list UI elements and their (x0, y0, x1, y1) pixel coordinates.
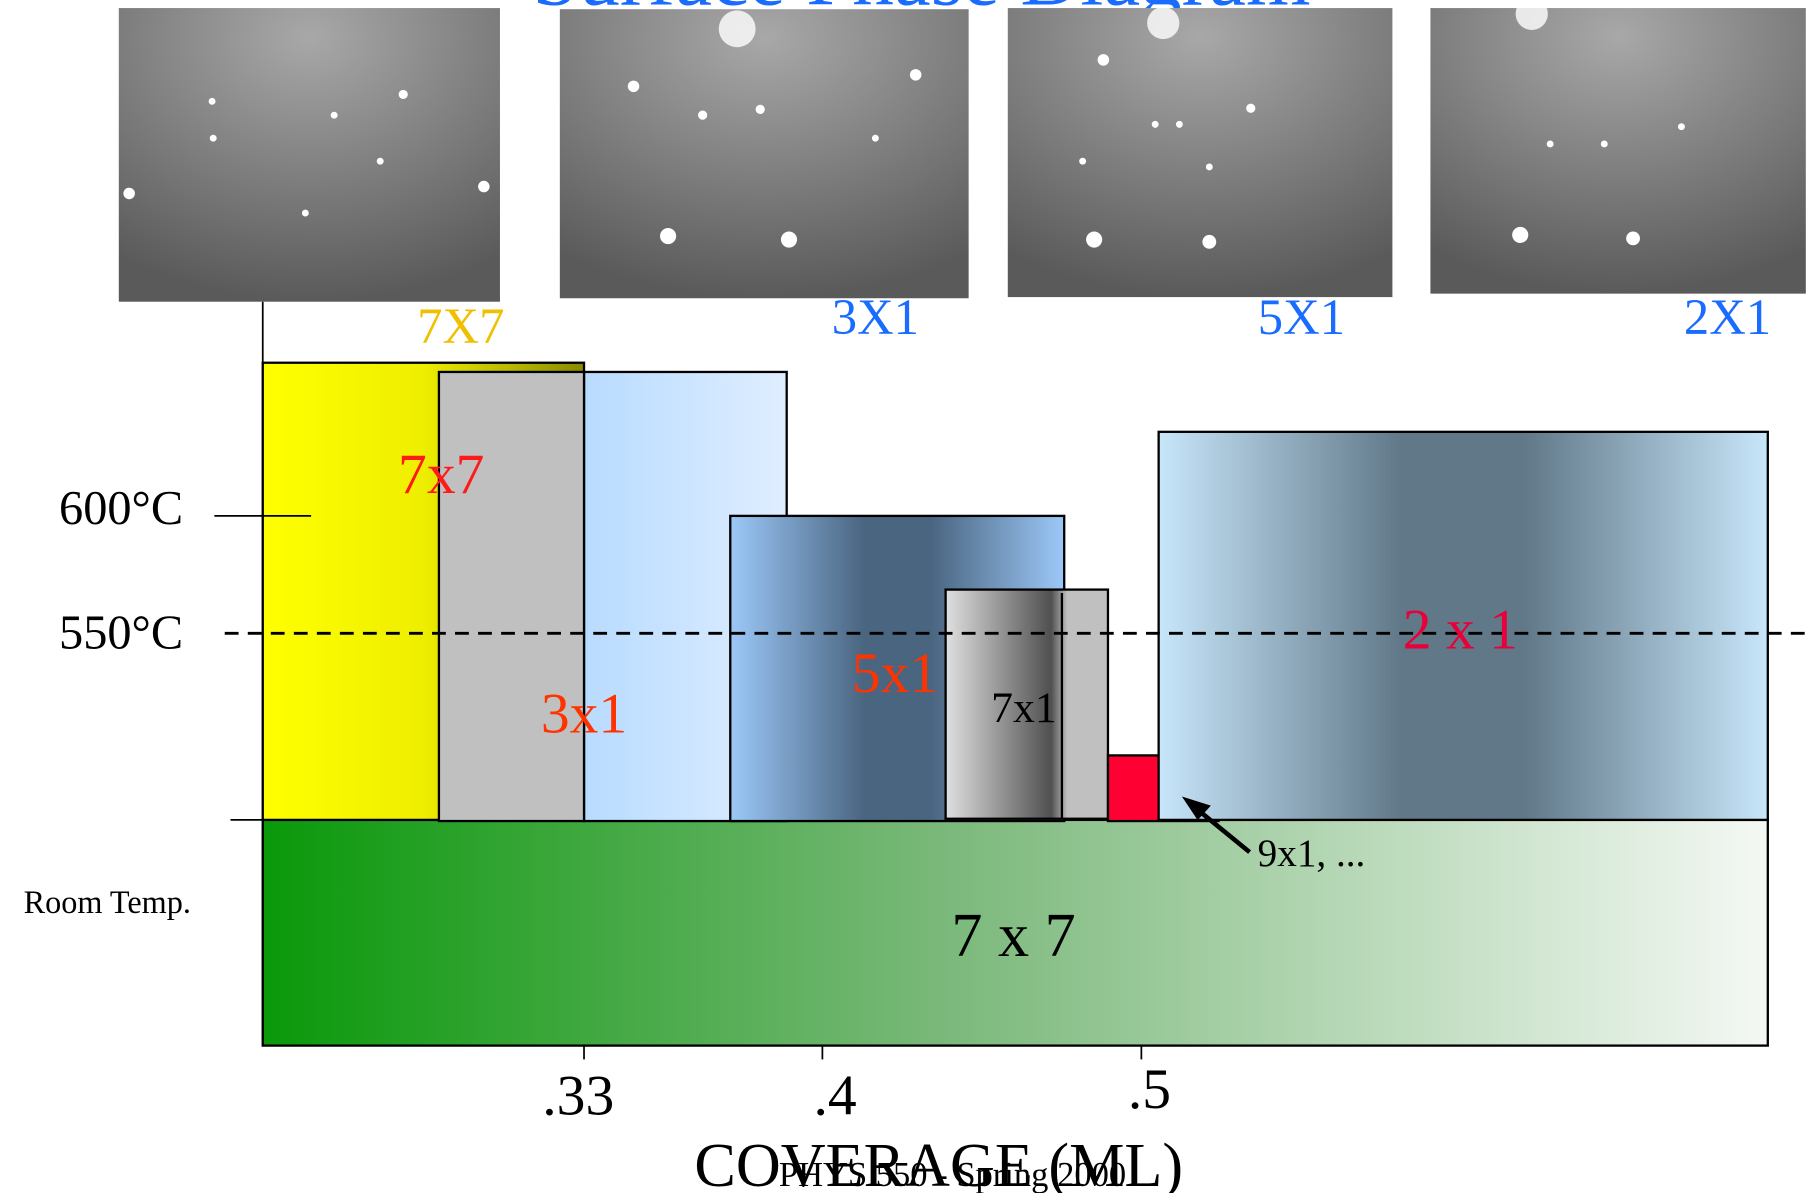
temp-label: 550°C (59, 606, 183, 659)
leed-image (560, 9, 969, 298)
page: {"title": "Surface Phase Diagram", "patt… (0, 0, 1806, 1193)
region-label: 5x1 (852, 642, 938, 705)
x-tick-label: .5 (1128, 1058, 1171, 1121)
region-label: 2 x 1 (1403, 598, 1518, 661)
leed-image (1008, 8, 1393, 297)
region-label: 9x1, ... (1258, 832, 1366, 875)
footer: PHYS 550 - Spring 2000 (779, 1156, 1126, 1193)
x-tick-label: .33 (542, 1065, 614, 1128)
leed-images (119, 0, 1806, 302)
leed-image (1430, 8, 1805, 294)
pattern-label: 5X1 (1258, 289, 1345, 345)
region-label: 3x1 (541, 682, 627, 745)
pattern-label: 2X1 (1684, 289, 1771, 345)
region-label: 7 x 7 (951, 902, 1075, 970)
temp-label: Room Temp. (24, 884, 191, 920)
region-label: 7x1 (991, 684, 1057, 732)
x-tick-label: .4 (813, 1065, 856, 1128)
pattern-label: 3X1 (832, 289, 919, 345)
region-label: 7x7 (398, 443, 484, 506)
temp-label: 600°C (59, 482, 183, 535)
region (439, 372, 584, 821)
pattern-label: 7X7 (417, 298, 504, 354)
leed-image (119, 8, 500, 302)
slide: Surface Phase Diagram 7X7 3X1 5X1 2X1 (0, 0, 1806, 1193)
